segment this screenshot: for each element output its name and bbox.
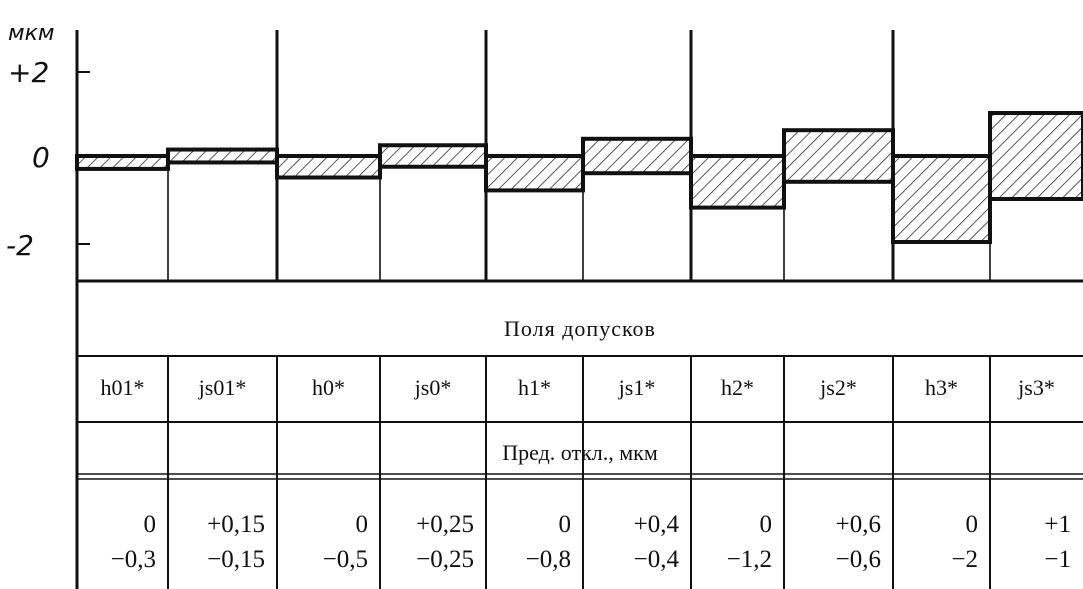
unit-label: мкм xyxy=(8,21,54,46)
tolerance-bar-js2 xyxy=(782,128,895,184)
tolerance-bar-js0 xyxy=(378,143,488,169)
field-name-cell: js3* xyxy=(1017,375,1055,400)
field-name-cell: h01* xyxy=(101,375,145,400)
data-table: Поля допусков Пред. откл., мкм h01* js01*… xyxy=(77,279,1083,589)
upper-deviation-row: 0 +0,15 0 +0,25 0 +0,4 0 +0,6 0 +1 xyxy=(144,511,1072,538)
upper-deviation-cell: 0 xyxy=(966,511,979,538)
tolerance-bar-h2 xyxy=(689,154,786,210)
tolerance-bar-h1 xyxy=(484,154,585,193)
upper-deviation-cell: 0 xyxy=(760,511,773,538)
lower-deviation-cell: −0,3 xyxy=(111,546,156,573)
field-name-cell: js2* xyxy=(819,375,857,400)
lower-deviation-cell: −1 xyxy=(1044,546,1071,573)
field-name-cell: h3* xyxy=(925,375,958,400)
lower-deviation-cell: −0,4 xyxy=(634,546,680,573)
lower-deviation-cell: −0,8 xyxy=(526,546,571,573)
lower-deviation-cell: −1,2 xyxy=(727,546,772,573)
field-name-cell: h1* xyxy=(518,375,551,400)
tolerance-bar-js01 xyxy=(166,147,279,165)
field-name-cell: h2* xyxy=(721,375,754,400)
field-name-row: h01* js01* h0* js0* h1* js1* h2* js2* h3* js3* xyxy=(101,375,1055,400)
plot-area: мкм +2 0 -2 xyxy=(6,21,1083,589)
field-name-cell: js1* xyxy=(618,375,656,400)
tolerance-bar-h3 xyxy=(891,154,992,244)
tolerance-bar-h01 xyxy=(75,154,170,171)
lower-deviation-cell: −2 xyxy=(951,546,978,573)
tolerance-bar-js1 xyxy=(581,136,693,176)
upper-deviation-cell: +1 xyxy=(1044,511,1071,538)
bar-separators xyxy=(167,30,991,281)
lower-deviation-cell: −0,5 xyxy=(323,546,368,573)
tolerance-bar-h0 xyxy=(275,154,382,180)
y-tick-label-plus2: +2 xyxy=(8,56,49,89)
field-name-cell: h0* xyxy=(312,375,345,400)
lower-deviation-cell: −0,6 xyxy=(836,546,881,573)
upper-deviation-cell: +0,25 xyxy=(416,511,474,538)
upper-deviation-cell: +0,15 xyxy=(207,511,265,538)
table-column-lines xyxy=(167,356,991,589)
y-tick-label-minus2: -2 xyxy=(6,229,34,262)
deviation-title: Пред. откл., мкм xyxy=(502,440,658,465)
lower-deviation-row: −0,3 −0,15 −0,5 −0,25 −0,8 −0,4 −1,2 −0,6 −2 −1 xyxy=(111,546,1071,573)
upper-deviation-cell: +0,4 xyxy=(634,511,680,538)
field-name-cell: js01* xyxy=(198,375,247,400)
tolerance-bar-js3 xyxy=(988,111,1083,201)
lower-deviation-cell: −0,15 xyxy=(207,546,265,573)
upper-deviation-cell: 0 xyxy=(144,511,157,538)
tolerance-bars xyxy=(75,111,1083,244)
table-title: Поля допусков xyxy=(504,316,656,341)
field-name-cell: js0* xyxy=(414,375,452,400)
lower-deviation-cell: −0,25 xyxy=(416,546,474,573)
upper-deviation-cell: 0 xyxy=(559,511,572,538)
upper-deviation-cell: +0,6 xyxy=(836,511,881,538)
y-tick-label-zero: 0 xyxy=(32,141,50,174)
upper-deviation-cell: 0 xyxy=(356,511,369,538)
